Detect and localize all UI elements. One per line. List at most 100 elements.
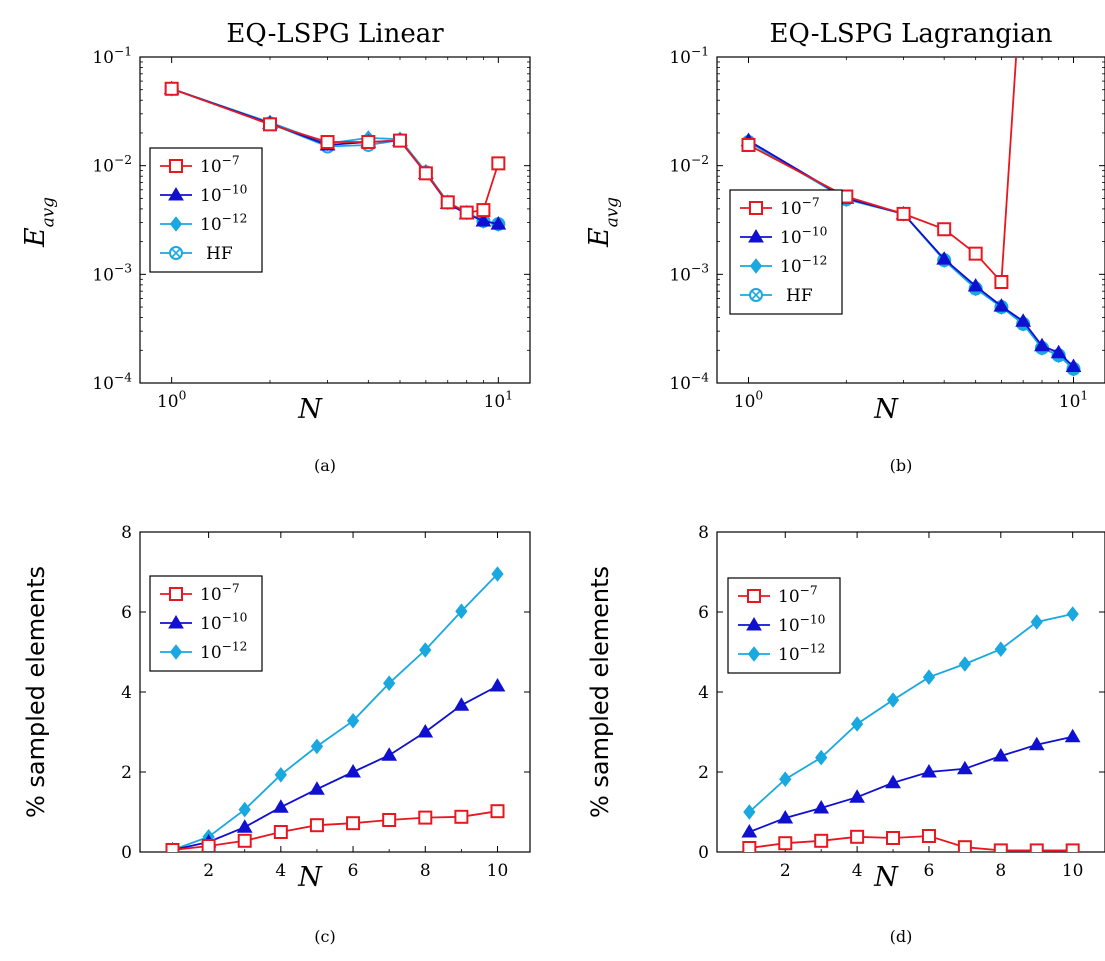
- data-point-107-1: [741, 137, 756, 152]
- legend-label: 10−12: [778, 641, 825, 665]
- panel-caption: (b): [890, 456, 913, 475]
- legend-item: 10−10: [740, 224, 827, 248]
- legend-label: 10−12: [200, 211, 247, 235]
- y-tick-label: 6: [698, 603, 709, 623]
- data-point-107-5: [309, 818, 324, 833]
- legend-box: [729, 189, 843, 315]
- data-point-107-3: [237, 833, 252, 848]
- data-point-1010-4: [272, 799, 289, 813]
- x-tick-label: 10: [1062, 861, 1084, 881]
- legend-marker: [747, 589, 761, 603]
- data-point-1010-3: [813, 800, 830, 814]
- data-point-1010-8: [992, 748, 1009, 762]
- legend-label: 10−7: [200, 153, 240, 177]
- y-tick-label: 8: [121, 523, 132, 543]
- legend-label: 10−12: [200, 639, 247, 663]
- chart-title: EQ-LSPG Lagrangian: [770, 19, 1053, 49]
- y-axis-label: % sampled elements: [22, 566, 50, 818]
- data-point-107-4: [361, 135, 376, 150]
- data-point-107-6: [921, 829, 936, 843]
- legend-item: 10−10: [738, 612, 825, 636]
- series-line-1012: [748, 613, 1073, 813]
- data-point-1012-9: [1030, 614, 1043, 630]
- data-point-1012-3: [815, 749, 828, 766]
- series-layer: [740, 57, 1082, 377]
- legend-label: 10−7: [200, 581, 240, 605]
- data-point-107-2: [263, 117, 277, 132]
- x-tick-label: 6: [348, 861, 359, 881]
- data-point-107-3: [814, 833, 829, 848]
- legend-item: 10−7: [738, 583, 818, 607]
- data-point-107-4: [937, 222, 952, 237]
- x-tick-label: 4: [275, 861, 286, 881]
- plot-frame: [139, 56, 531, 384]
- data-point-1010-10: [1065, 358, 1082, 372]
- x-tick-label: 101: [1059, 388, 1088, 412]
- x-tick-label: 4: [852, 861, 863, 881]
- x-tick-label: 6: [924, 861, 935, 881]
- legend-label: 10−10: [200, 610, 247, 634]
- legend-marker: [169, 216, 183, 232]
- data-point-107-5: [886, 831, 901, 845]
- legend-label: 10−10: [780, 224, 827, 248]
- chart-title: EQ-LSPG Linear: [226, 19, 444, 49]
- data-point-107-7: [440, 195, 455, 210]
- y-tick-label: 2: [121, 763, 132, 783]
- data-point-107-9: [476, 203, 491, 218]
- data-point-107-1: [164, 81, 179, 96]
- data-point-1012-5: [886, 692, 900, 708]
- legend: 10−7 10−10 10−12 HF: [149, 147, 263, 273]
- data-point-107-2: [201, 839, 216, 852]
- legend-label: 10−10: [778, 612, 825, 636]
- series-line-107: [171, 87, 500, 214]
- data-point-107-4: [273, 825, 288, 839]
- plot-frame: [716, 56, 1105, 384]
- y-tick-label: 0: [698, 843, 709, 863]
- y-tick-label: 10−4: [669, 370, 709, 394]
- legend-marker: [746, 617, 762, 631]
- data-point-1010-9: [1050, 344, 1067, 359]
- series-line-1012: [172, 573, 499, 851]
- legend-label: 10−7: [780, 195, 820, 219]
- legend-marker: [168, 187, 184, 201]
- series-layer: [165, 566, 506, 852]
- data-point-1010-1: [741, 824, 758, 838]
- legend-item: 10−12: [738, 641, 825, 665]
- legend-marker: [169, 644, 183, 660]
- data-point-1010-6: [921, 764, 937, 778]
- data-point-1010-8: [417, 724, 434, 738]
- series-layer: [163, 80, 507, 232]
- data-point-1010-7: [381, 747, 398, 761]
- data-point-1010-9: [1028, 736, 1045, 751]
- data-point-107-3: [896, 206, 911, 221]
- legend-item: 10−10: [160, 182, 247, 206]
- y-tick-label: 4: [121, 683, 132, 703]
- x-axis-label: N: [297, 862, 323, 893]
- data-point-107-9: [1029, 843, 1044, 852]
- y-tick-label: 8: [698, 523, 709, 543]
- data-point-107-10: [490, 804, 505, 819]
- data-point-1010-6: [345, 764, 361, 778]
- y-tick-label: 4: [698, 683, 709, 703]
- legend-item: HF: [740, 286, 813, 306]
- legend-marker: [749, 258, 763, 274]
- x-tick-label: 100: [157, 388, 186, 412]
- data-point-107-5: [393, 133, 407, 148]
- data-point-1012-8: [419, 642, 432, 658]
- legend-item: 10−10: [160, 610, 247, 634]
- panel-a: EQ-LSPG Linear 10−4 10−3 10−2 10−1 100 101 N Eav…: [20, 19, 531, 475]
- data-point-107-3: [320, 135, 335, 150]
- y-axis-label: Eavg: [20, 197, 57, 248]
- x-axis-label: N: [873, 394, 899, 425]
- legend-marker: [169, 159, 183, 173]
- data-point-107-9: [454, 809, 469, 824]
- data-point-1012-7: [958, 656, 972, 672]
- series-line-1010: [748, 735, 1073, 833]
- data-point-107-8: [418, 810, 433, 825]
- series-line-1010: [748, 139, 1075, 368]
- y-axis-label: Eavg: [584, 197, 621, 248]
- y-axis-label: % sampled elements: [586, 566, 614, 818]
- data-point-1012-8: [994, 641, 1007, 658]
- legend-label: HF: [206, 244, 233, 264]
